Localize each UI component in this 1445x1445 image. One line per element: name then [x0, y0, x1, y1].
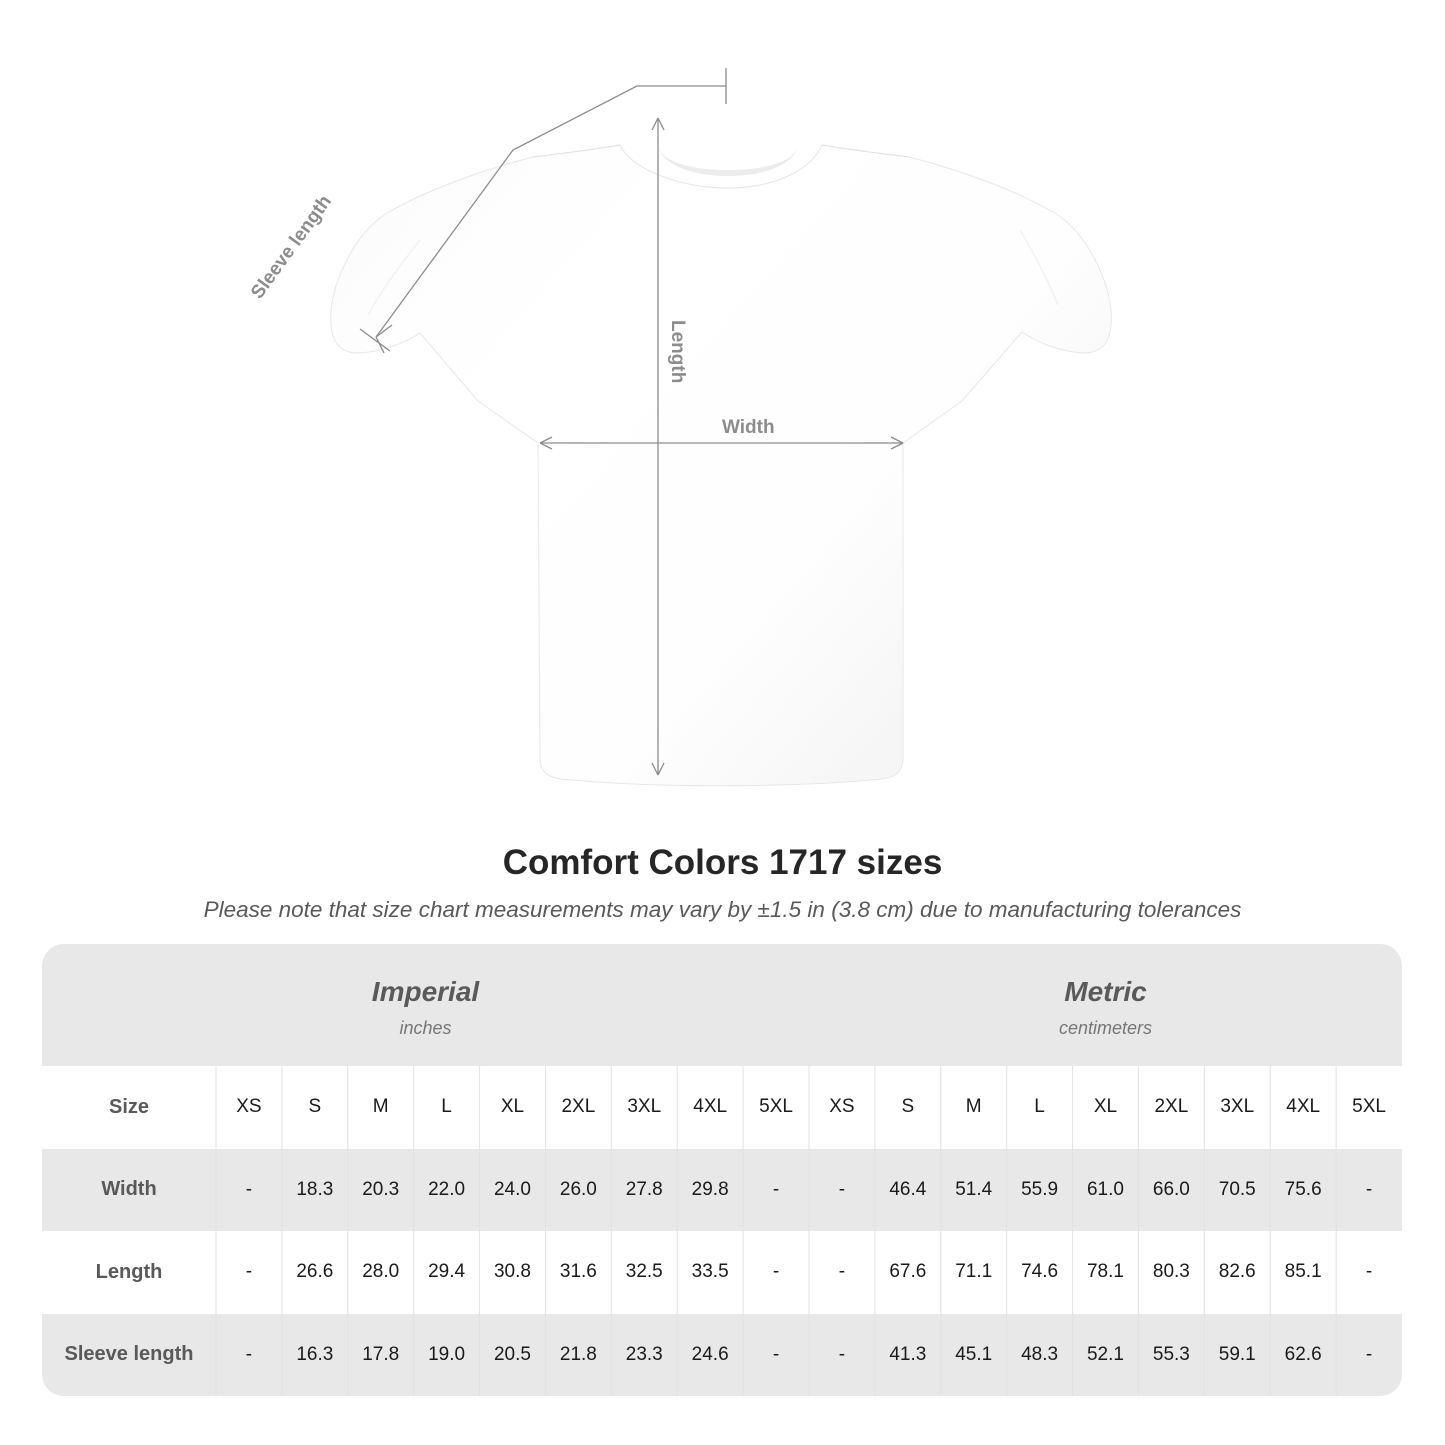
svg-text:Length: Length: [667, 320, 688, 383]
svg-text:Width: Width: [722, 417, 775, 438]
svg-text:Sleeve length: Sleeve length: [247, 191, 336, 302]
